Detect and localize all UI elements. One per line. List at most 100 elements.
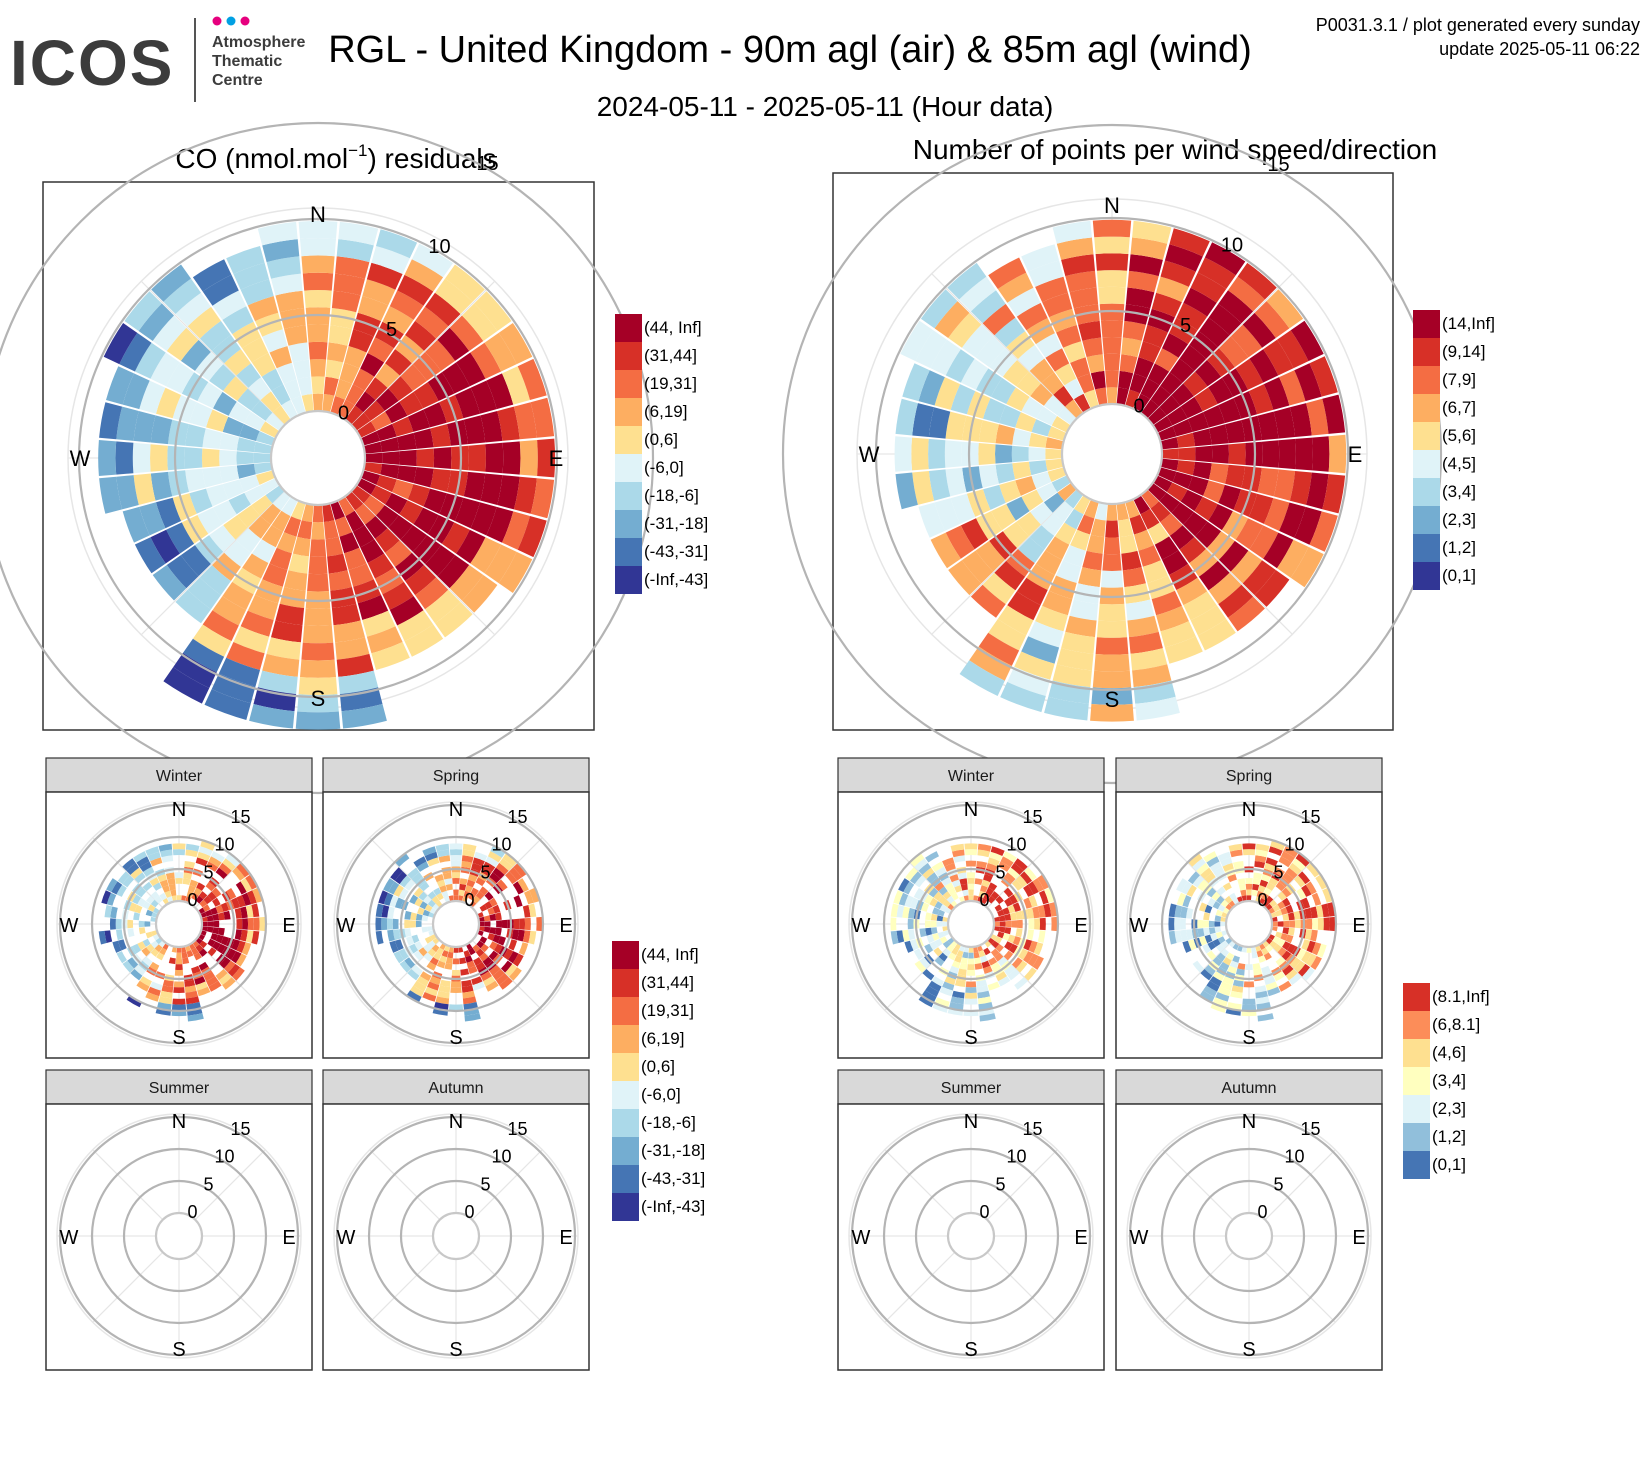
heat-cell: [528, 903, 537, 918]
heat-cell: [98, 440, 117, 476]
grid-spoke: [1264, 1251, 1336, 1323]
heat-cell: [226, 948, 237, 960]
heat-cell: [1208, 303, 1242, 336]
heat-cell: [383, 878, 395, 892]
heat-cell: [1315, 905, 1324, 918]
heat-cell: [1259, 879, 1269, 888]
heat-cell: [1103, 537, 1121, 555]
heat-cell: [429, 976, 441, 986]
heat-cell: [981, 879, 991, 888]
heat-cell: [218, 862, 232, 875]
heat-cell: [1023, 897, 1033, 909]
heat-cell: [1269, 940, 1278, 949]
heat-cell: [387, 906, 395, 919]
heat-cell: [191, 965, 201, 974]
heat-cell: [470, 537, 502, 574]
heat-cell: [1317, 943, 1327, 958]
legend-swatch: [1413, 338, 1440, 366]
heat-cell: [983, 398, 1006, 424]
heat-cell: [399, 449, 417, 467]
heat-cell: [479, 886, 489, 896]
heat-cell: [1033, 942, 1044, 956]
heat-cell: [1280, 907, 1288, 915]
heat-cell: [399, 391, 423, 416]
heat-cell: [297, 376, 313, 396]
heat-cell: [426, 961, 437, 971]
heat-cell: [472, 857, 485, 867]
heat-cell: [1003, 851, 1017, 863]
heat-cell: [907, 918, 914, 930]
heat-cell: [335, 516, 353, 537]
heat-cell: [371, 246, 410, 274]
heat-cell: [144, 921, 151, 927]
heat-cell: [427, 891, 437, 900]
heat-cell: [366, 626, 403, 654]
heat-cell: [1301, 884, 1312, 897]
heat-cell: [1219, 961, 1230, 971]
heat-cell: [1224, 895, 1233, 904]
heat-cell: [1210, 933, 1218, 941]
legend-label: (9,14]: [1442, 342, 1485, 361]
heat-cell: [894, 436, 912, 472]
heat-cell: [905, 867, 918, 881]
heat-cell: [1095, 387, 1108, 406]
heat-cell: [1281, 950, 1292, 961]
grid-ring: [967, 309, 1257, 599]
heat-cell: [435, 278, 473, 314]
heat-cell: [363, 441, 382, 454]
heat-cell: [185, 424, 206, 448]
heat-cell: [1105, 520, 1119, 538]
heat-cell: [1024, 867, 1037, 881]
heat-cell: [1140, 508, 1160, 530]
ring-label: 5: [1273, 1174, 1283, 1194]
heat-cell: [1180, 396, 1203, 419]
legend-swatch: [1403, 1067, 1430, 1095]
heat-cell: [234, 907, 242, 919]
heat-cell: [985, 887, 994, 896]
heat-cell: [235, 953, 247, 967]
heat-cell: [944, 976, 956, 986]
heat-cell: [1014, 651, 1055, 680]
heat-cell: [1230, 849, 1243, 858]
heat-cell: [434, 874, 444, 883]
heat-cell: [174, 969, 184, 976]
heat-cell: [142, 956, 153, 967]
compass-s: S: [449, 1339, 462, 1361]
heat-cell: [1070, 357, 1090, 379]
heat-cell: [1031, 471, 1052, 489]
heat-cell: [389, 940, 399, 953]
ring-label: 15: [1300, 807, 1320, 827]
heat-cell: [981, 960, 991, 969]
heat-cell: [1306, 863, 1320, 878]
heat-cell: [300, 659, 336, 678]
heat-cell: [470, 502, 497, 536]
heat-cell: [1279, 370, 1306, 406]
grid-outer-circle: [56, 801, 302, 1047]
heat-cell: [1218, 484, 1241, 510]
heat-cell: [1263, 498, 1290, 531]
heat-cell: [962, 415, 983, 442]
heat-cell: [389, 290, 424, 320]
heat-cell: [194, 976, 206, 986]
grid-ring: [781, 123, 1443, 785]
heat-cell: [1310, 929, 1318, 942]
heat-cell: [129, 902, 138, 912]
heat-cell: [908, 929, 916, 941]
heat-cell: [146, 943, 155, 953]
heat-cell: [138, 920, 145, 928]
heat-cell: [159, 879, 169, 888]
heat-cell: [1098, 603, 1126, 622]
heat-cell: [300, 238, 336, 257]
heat-cell: [437, 849, 450, 858]
heat-cell: [1095, 502, 1108, 521]
heat-cell: [936, 915, 944, 922]
heat-cell: [501, 960, 513, 973]
legend-label: (14,Inf]: [1442, 314, 1495, 333]
heat-cell: [1034, 918, 1041, 930]
heat-cell: [389, 895, 399, 908]
heat-cell: [1241, 1004, 1257, 1011]
heat-cell: [1006, 387, 1030, 412]
heat-cell: [930, 913, 938, 921]
heat-cell: [1035, 333, 1062, 358]
heat-cell: [223, 515, 248, 540]
